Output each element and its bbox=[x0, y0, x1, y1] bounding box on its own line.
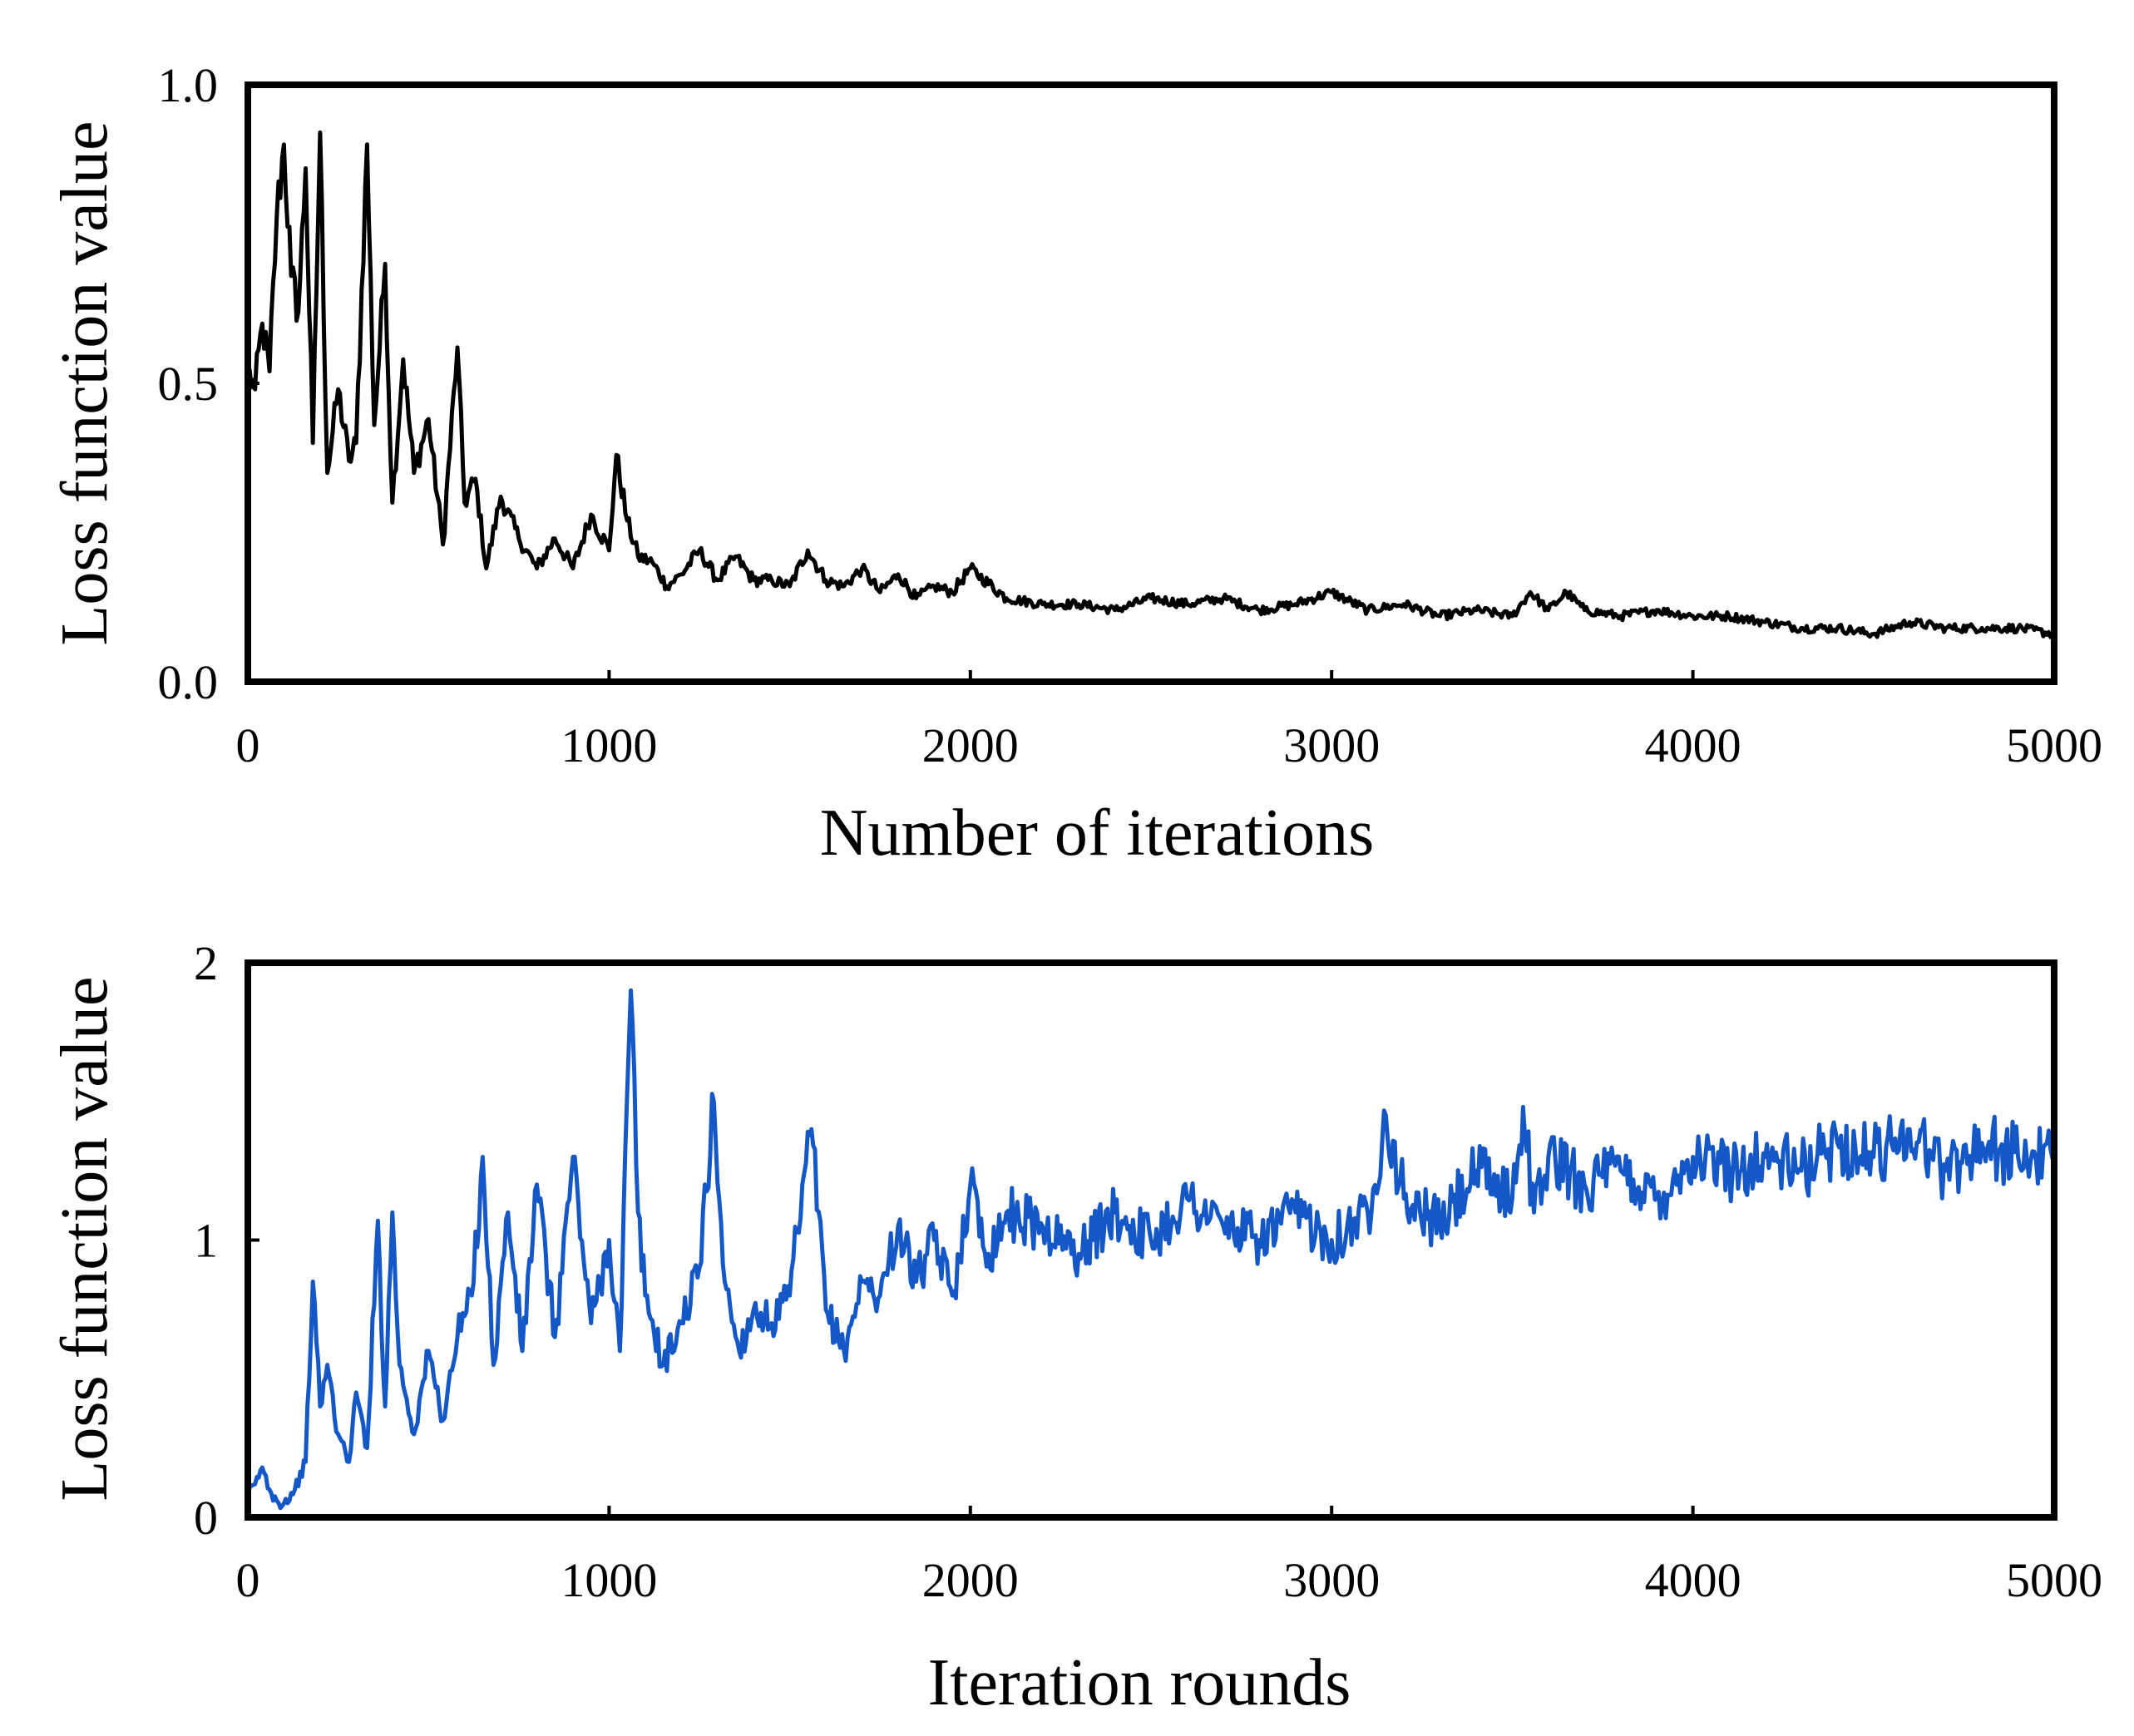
chart-bottom-y-tick-label: 1 bbox=[194, 1214, 218, 1268]
chart-bottom-plot-frame bbox=[245, 959, 2057, 1521]
chart-top-plot-frame bbox=[245, 81, 2057, 685]
chart-bottom: 0 1000 2000 3000 4000 5000 0 1 2 Iteration round… bbox=[48, 936, 2102, 1719]
chart-bottom-y-tick-label: 0 bbox=[194, 1491, 218, 1545]
chart-bottom-x-tick-label: 1000 bbox=[561, 1553, 657, 1607]
chart-top-x-tick-label: 3000 bbox=[1283, 718, 1380, 772]
chart-top-x-axis-title: Number of iterations bbox=[820, 796, 1374, 870]
chart-top: 0 1000 2000 3000 4000 5000 0.0 0.5 1.0 Number of… bbox=[48, 58, 2102, 870]
chart-top-x-tick-label: 4000 bbox=[1645, 718, 1741, 772]
chart-bottom-x-axis-title: Iteration rounds bbox=[928, 1646, 1351, 1719]
chart-top-x-tick-label: 2000 bbox=[922, 718, 1019, 772]
chart-top-x-tick-label: 5000 bbox=[2006, 718, 2102, 772]
chart-bottom-x-tick-label: 0 bbox=[236, 1553, 260, 1607]
chart-top-x-tick-label: 0 bbox=[236, 718, 260, 772]
chart-bottom-x-tick-label: 4000 bbox=[1645, 1553, 1741, 1607]
chart-top-series-line bbox=[246, 130, 2056, 639]
chart-bottom-x-tick-label: 5000 bbox=[2006, 1553, 2102, 1607]
chart-top-x-tick-label: 1000 bbox=[561, 718, 657, 772]
chart-bottom-x-tick-label: 3000 bbox=[1283, 1553, 1380, 1607]
chart-bottom-y-axis-title: Loss function value bbox=[48, 977, 121, 1502]
chart-top-y-axis-title: Loss function value bbox=[48, 121, 121, 646]
chart-top-y-tick-label: 0.5 bbox=[158, 357, 219, 411]
chart-bottom-x-tick-label: 2000 bbox=[922, 1553, 1019, 1607]
chart-bottom-ticks: 0 1000 2000 3000 4000 5000 0 1 2 bbox=[194, 936, 2102, 1607]
chart-top-y-tick-label: 1.0 bbox=[158, 58, 219, 112]
chart-bottom-y-tick-label: 2 bbox=[194, 936, 218, 990]
chart-top-y-tick-label: 0.0 bbox=[158, 655, 219, 709]
chart-top-ticks: 0 1000 2000 3000 4000 5000 0.0 0.5 1.0 bbox=[158, 58, 2103, 772]
chart-bottom-series-line bbox=[245, 988, 2056, 1511]
